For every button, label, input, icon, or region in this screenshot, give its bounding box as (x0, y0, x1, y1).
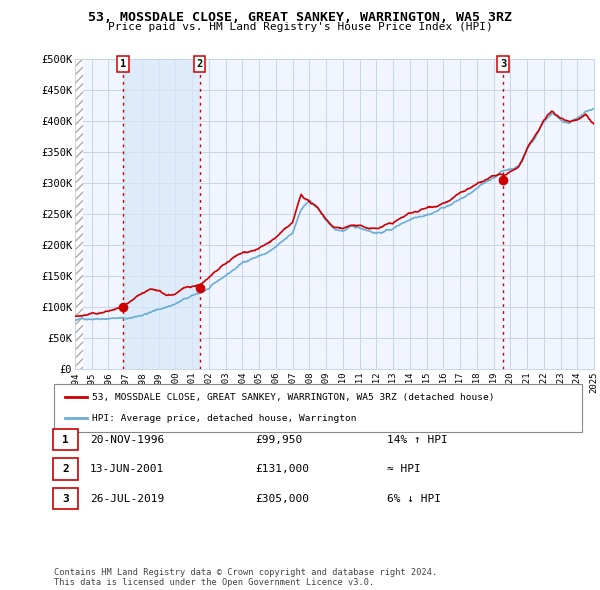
Text: 14% ↑ HPI: 14% ↑ HPI (387, 435, 448, 444)
Text: 1: 1 (120, 59, 127, 69)
Text: Price paid vs. HM Land Registry's House Price Index (HPI): Price paid vs. HM Land Registry's House … (107, 22, 493, 32)
Text: 2: 2 (62, 464, 69, 474)
Text: 53, MOSSDALE CLOSE, GREAT SANKEY, WARRINGTON, WA5 3RZ (detached house): 53, MOSSDALE CLOSE, GREAT SANKEY, WARRIN… (92, 392, 494, 402)
Text: ≈ HPI: ≈ HPI (387, 464, 421, 474)
Text: 6% ↓ HPI: 6% ↓ HPI (387, 494, 441, 503)
Text: £99,950: £99,950 (255, 435, 302, 444)
Text: 53, MOSSDALE CLOSE, GREAT SANKEY, WARRINGTON, WA5 3RZ: 53, MOSSDALE CLOSE, GREAT SANKEY, WARRIN… (88, 11, 512, 24)
Text: 1: 1 (62, 435, 69, 444)
Text: 20-NOV-1996: 20-NOV-1996 (90, 435, 164, 444)
Text: £131,000: £131,000 (255, 464, 309, 474)
Text: 26-JUL-2019: 26-JUL-2019 (90, 494, 164, 503)
Bar (123, 59, 200, 369)
Text: 3: 3 (500, 59, 506, 69)
Text: Contains HM Land Registry data © Crown copyright and database right 2024.
This d: Contains HM Land Registry data © Crown c… (54, 568, 437, 587)
Text: £305,000: £305,000 (255, 494, 309, 503)
Text: HPI: Average price, detached house, Warrington: HPI: Average price, detached house, Warr… (92, 414, 356, 423)
Text: 13-JUN-2001: 13-JUN-2001 (90, 464, 164, 474)
Bar (75, 59, 83, 369)
Text: 2: 2 (197, 59, 203, 69)
Text: 3: 3 (62, 494, 69, 503)
